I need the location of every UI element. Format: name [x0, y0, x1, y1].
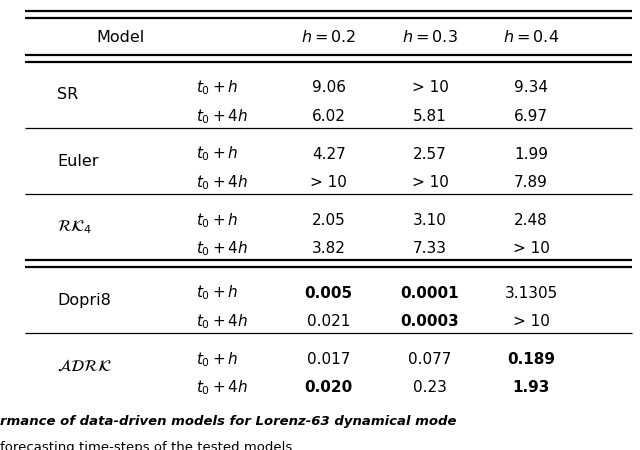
Text: $t_0 + 4h$: $t_0 + 4h$ — [196, 173, 248, 192]
Text: $h = 0.4$: $h = 0.4$ — [503, 29, 559, 45]
Text: 0.021: 0.021 — [307, 314, 351, 329]
Text: 9.34: 9.34 — [514, 81, 548, 95]
Text: 4.27: 4.27 — [312, 147, 346, 162]
Text: > 10: > 10 — [412, 81, 449, 95]
Text: 7.33: 7.33 — [413, 241, 447, 256]
Text: 0.017: 0.017 — [307, 352, 351, 367]
Text: > 10: > 10 — [513, 241, 550, 256]
Text: $t_0 + h$: $t_0 + h$ — [196, 284, 239, 302]
Text: 0.077: 0.077 — [408, 352, 452, 367]
Text: 5.81: 5.81 — [413, 109, 447, 124]
Text: $t_0 + 4h$: $t_0 + 4h$ — [196, 378, 248, 397]
Text: 6.97: 6.97 — [514, 109, 548, 124]
Text: $h = 0.3$: $h = 0.3$ — [402, 29, 458, 45]
Text: 9.06: 9.06 — [312, 81, 346, 95]
Text: Euler: Euler — [57, 153, 99, 169]
Text: $t_0 + 4h$: $t_0 + 4h$ — [196, 239, 248, 258]
Text: 2.57: 2.57 — [413, 147, 447, 162]
Text: 0.020: 0.020 — [305, 380, 353, 396]
Text: 3.82: 3.82 — [312, 241, 346, 256]
Text: > 10: > 10 — [513, 314, 550, 329]
Text: 0.23: 0.23 — [413, 380, 447, 396]
Text: $t_0 + h$: $t_0 + h$ — [196, 144, 239, 163]
Text: 1.99: 1.99 — [514, 147, 548, 162]
Text: > 10: > 10 — [310, 175, 348, 190]
Text: 0.0001: 0.0001 — [401, 286, 460, 301]
Text: $t_0 + 4h$: $t_0 + 4h$ — [196, 312, 248, 331]
Text: 1.93: 1.93 — [513, 380, 550, 396]
Text: $t_0 + h$: $t_0 + h$ — [196, 78, 239, 97]
Text: 0.005: 0.005 — [305, 286, 353, 301]
Text: $\mathcal{ADRK}$: $\mathcal{ADRK}$ — [57, 359, 111, 374]
Text: $t_0 + 4h$: $t_0 + 4h$ — [196, 107, 248, 126]
Text: $h = 0.2$: $h = 0.2$ — [301, 29, 356, 45]
Text: SR: SR — [57, 87, 78, 103]
Text: 7.89: 7.89 — [514, 175, 548, 190]
Text: $t_0 + h$: $t_0 + h$ — [196, 211, 239, 230]
Text: rmance of data-driven models for Lorenz-63 dynamical mode: rmance of data-driven models for Lorenz-… — [0, 415, 456, 428]
Text: $t_0 + h$: $t_0 + h$ — [196, 350, 239, 369]
Text: Model: Model — [96, 30, 144, 45]
Text: 3.1305: 3.1305 — [504, 286, 557, 301]
Text: 2.48: 2.48 — [515, 213, 548, 228]
Text: 0.0003: 0.0003 — [401, 314, 460, 329]
Text: 0.189: 0.189 — [507, 352, 555, 367]
Text: 2.05: 2.05 — [312, 213, 346, 228]
Text: $\mathcal{RK}_4$: $\mathcal{RK}_4$ — [57, 218, 92, 236]
Text: Dopri8: Dopri8 — [57, 293, 111, 308]
Text: 3.10: 3.10 — [413, 213, 447, 228]
Text: forecasting time-steps of the tested models.: forecasting time-steps of the tested mod… — [0, 441, 296, 450]
Text: 6.02: 6.02 — [312, 109, 346, 124]
Text: > 10: > 10 — [412, 175, 449, 190]
